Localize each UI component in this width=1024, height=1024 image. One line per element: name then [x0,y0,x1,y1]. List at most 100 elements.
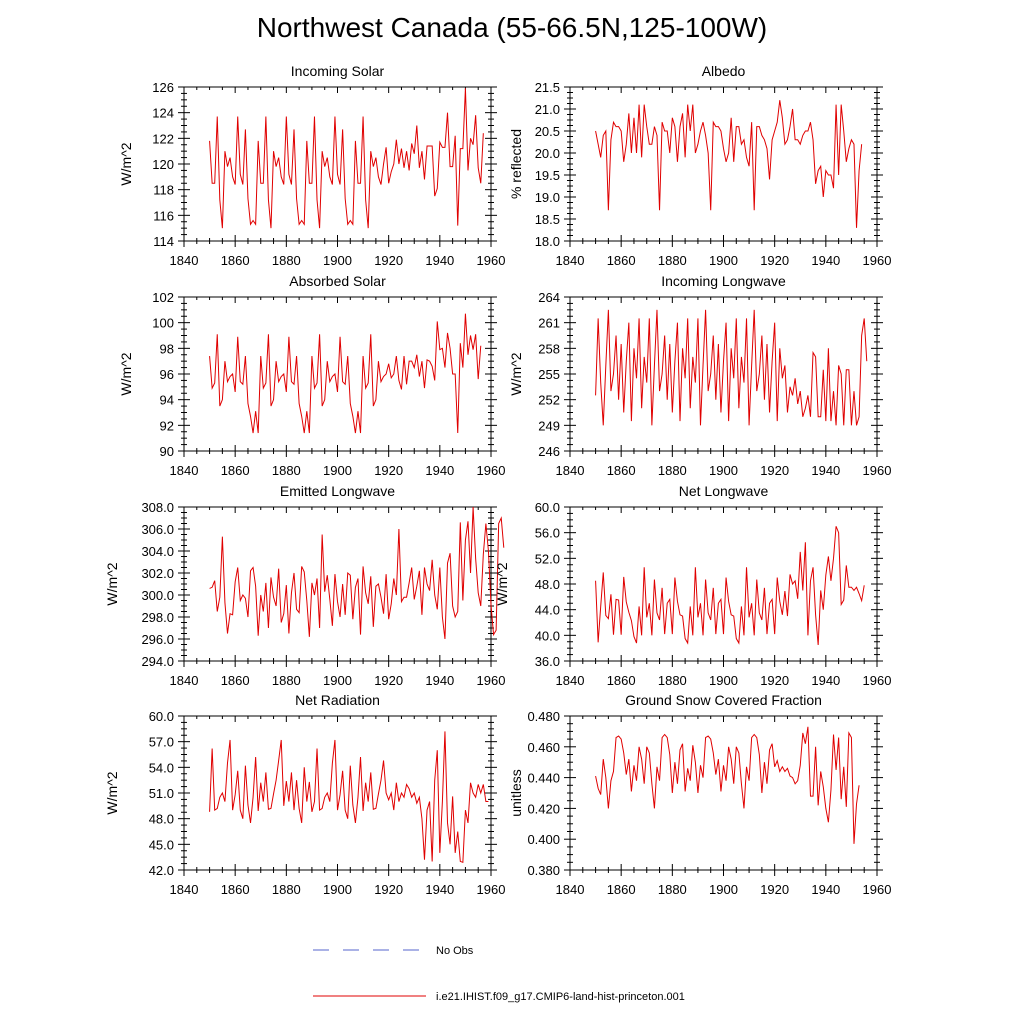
x-tick-label: 1880 [658,463,687,478]
y-tick-label: 300.0 [141,588,174,603]
series-line [209,506,505,640]
x-tick-label: 1880 [272,673,301,688]
y-tick-label: 18.0 [535,234,560,249]
x-tick-label: 1960 [477,463,506,478]
x-tick-label: 1860 [607,882,636,897]
y-tick-label: 0.440 [527,771,560,786]
x-tick-label: 1940 [811,253,840,268]
x-tick-label: 1920 [374,673,403,688]
series-line [209,731,489,863]
y-tick-label: 118 [153,183,174,198]
panel-title: Albedo [702,63,746,79]
panel-title: Incoming Solar [291,63,385,79]
y-tick-label: 60.0 [535,500,560,515]
x-tick-label: 1840 [170,882,199,897]
y-tick-label: 294.0 [141,654,174,669]
x-tick-label: 1940 [811,882,840,897]
y-tick-label: 306.0 [141,522,174,537]
x-tick-label: 1860 [221,882,250,897]
x-tick-label: 1920 [760,882,789,897]
x-tick-label: 1920 [760,673,789,688]
y-tick-label: 126 [152,80,174,95]
legend-label-no-obs: No Obs [436,945,474,957]
y-tick-label: 0.460 [527,740,560,755]
y-tick-label: 258 [538,341,560,356]
y-tick-label: 96 [160,367,174,382]
y-tick-label: 308.0 [141,500,174,515]
y-tick-label: 252 [538,393,560,408]
legend-label-model: i.e21.IHIST.f09_g17.CMIP6-land-hist-prin… [436,991,685,1003]
x-tick-label: 1840 [170,253,199,268]
x-tick-label: 1920 [374,882,403,897]
x-tick-label: 1940 [425,673,454,688]
panel-title: Absorbed Solar [289,273,386,289]
x-tick-label: 1880 [272,463,301,478]
x-tick-label: 1960 [477,253,506,268]
x-tick-label: 1880 [272,253,301,268]
panel-5: 1840 1860 1880 1900 1920 1940 1960 294.0 296.0 29… [104,483,505,688]
y-axis-label: W/m^2 [508,352,524,395]
y-axis-label: W/m^2 [104,771,120,814]
x-tick-label: 1880 [272,882,301,897]
page-title: Northwest Canada (55-66.5N,125-100W) [256,12,768,43]
x-tick-label: 1940 [811,463,840,478]
y-tick-label: 302.0 [141,566,174,581]
x-tick-label: 1920 [760,463,789,478]
x-tick-label: 1880 [658,673,687,688]
y-tick-label: 18.5 [535,212,560,227]
y-axis-label: W/m^2 [104,562,120,605]
y-tick-label: 0.400 [527,832,560,847]
y-tick-label: 0.420 [527,801,560,816]
y-tick-label: 21.5 [535,80,560,95]
x-tick-label: 1840 [170,463,199,478]
y-tick-label: 45.0 [149,837,174,852]
x-tick-label: 1900 [709,463,738,478]
y-tick-label: 42.0 [149,863,174,878]
panel-title: Net Longwave [679,483,769,499]
plot-frame [569,86,878,242]
x-tick-label: 1920 [374,253,403,268]
series-line [595,526,865,646]
x-tick-label: 1960 [863,673,892,688]
x-tick-label: 1900 [323,673,352,688]
y-tick-label: 19.5 [535,168,560,183]
x-tick-label: 1840 [556,882,585,897]
y-tick-label: 296.0 [141,632,174,647]
panel-title: Net Radiation [295,692,380,708]
plot-frame [569,506,878,662]
panel-8: 1840 1860 1880 1900 1920 1940 1960 0.380 0.400 0.… [508,692,891,897]
x-tick-label: 1900 [323,463,352,478]
y-tick-label: 57.0 [149,735,174,750]
panel-4: 1840 1860 1880 1900 1920 1940 1960 246 249 252 255… [508,273,891,478]
y-tick-label: 120 [152,157,174,172]
x-tick-label: 1940 [425,253,454,268]
x-tick-label: 1920 [374,463,403,478]
panel-title: Ground Snow Covered Fraction [625,692,822,708]
y-tick-label: 100 [152,316,174,331]
y-axis-label: % reflected [508,129,524,199]
x-tick-label: 1860 [607,253,636,268]
x-tick-label: 1840 [170,673,199,688]
plot-frame [183,296,492,452]
y-tick-label: 48.0 [149,812,174,827]
legend: No Obs i.e21.IHIST.f09_g17.CMIP6-land-his… [313,945,685,1003]
x-tick-label: 1900 [323,253,352,268]
x-tick-label: 1840 [556,673,585,688]
y-tick-label: 90 [160,444,174,459]
y-tick-label: 246 [538,444,560,459]
y-axis-label: W/m^2 [118,142,134,185]
y-tick-label: 298.0 [141,610,174,625]
y-tick-label: 54.0 [149,760,174,775]
y-axis-label: unitless [508,769,524,816]
y-tick-label: 255 [538,367,560,382]
y-tick-label: 249 [538,418,560,433]
panel-3: 1840 1860 1880 1900 1920 1940 1960 90 92 94 96 98 10… [118,273,505,478]
x-tick-label: 1860 [607,673,636,688]
series-line [209,313,482,434]
x-tick-label: 1860 [221,673,250,688]
y-tick-label: 20.5 [535,124,560,139]
panel-7: 1840 1860 1880 1900 1920 1940 1960 42.0 45.0 48.0… [104,692,505,897]
panel-2: 1840 1860 1880 1900 1920 1940 1960 18.0 18.5 19.0… [508,63,891,268]
y-tick-label: 56.0 [535,526,560,541]
